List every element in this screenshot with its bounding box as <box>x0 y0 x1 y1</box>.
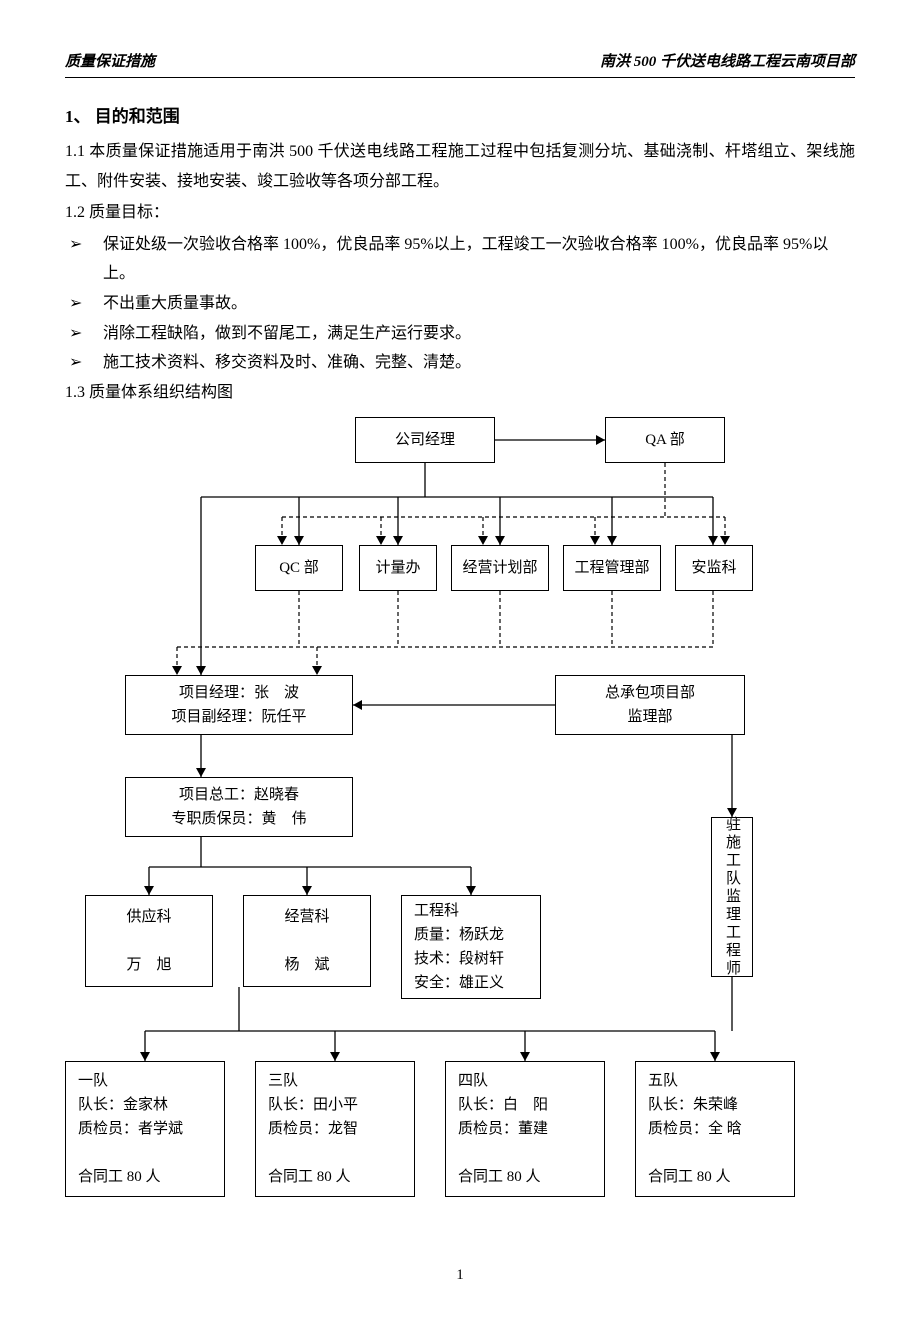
org-node-gck: 工程科质量：杨跃龙技术：段树轩安全：雄正义 <box>401 895 541 999</box>
bullet-text: 消除工程缺陷，做到不留尾工，满足生产运行要求。 <box>103 319 471 349</box>
page-header: 质量保证措施 南洪 500 千伏送电线路工程云南项目部 <box>65 50 855 71</box>
org-node-line <box>78 1141 93 1165</box>
org-node-line <box>299 929 314 953</box>
org-node-t4: 四队队长：白 阳质检员：董建 合同工 80 人 <box>445 1061 605 1197</box>
org-node-line: 队长：金家林 <box>78 1093 168 1117</box>
org-node-line: 专职质保员：黄 伟 <box>171 807 306 831</box>
org-node-jl: 计量办 <box>359 545 437 591</box>
bullet-text: 保证处级一次验收合格率 100%，优良品率 95%以上，工程竣工一次验收合格率 … <box>103 230 855 289</box>
org-node-line: 经营科 <box>284 905 329 929</box>
header-left: 质量保证措施 <box>65 50 155 71</box>
bullet-item: ➢保证处级一次验收合格率 100%，优良品率 95%以上，工程竣工一次验收合格率… <box>65 230 855 289</box>
org-node-line: 质检员：全 晗 <box>648 1117 742 1141</box>
bullet-item: ➢消除工程缺陷，做到不留尾工，满足生产运行要求。 <box>65 319 855 349</box>
org-node-line: 一队 <box>78 1069 108 1093</box>
org-node-line: 项目总工：赵晓春 <box>179 783 299 807</box>
bullet-marker-icon: ➢ <box>69 289 103 319</box>
org-node-line: 五队 <box>648 1069 678 1093</box>
para-1-3-label: 1.3 质量体系组织结构图 <box>65 378 855 408</box>
org-node-pm: 项目经理：张 波项目副经理：阮任平 <box>125 675 353 735</box>
org-node-line: 质检员：龙智 <box>268 1117 358 1141</box>
org-node-t3: 三队队长：田小平质检员：龙智 合同工 80 人 <box>255 1061 415 1197</box>
org-node-line: 总承包项目部 <box>605 681 695 705</box>
org-node-jyk: 经营科 杨 斌 <box>243 895 371 987</box>
document-page: 质量保证措施 南洪 500 千伏送电线路工程云南项目部 1、 目的和范围 1.1… <box>0 0 920 1324</box>
bullet-text: 不出重大质量事故。 <box>103 289 247 319</box>
bullet-item: ➢不出重大质量事故。 <box>65 289 855 319</box>
org-node-line: 四队 <box>458 1069 488 1093</box>
org-chart: 公司经理 QA 部 QC 部 计量办 经营计划部 工程管理部 安监科项目经理：张 波项目副经… <box>65 417 855 1237</box>
org-node-zg: 项目总工：赵晓春专职质保员：黄 伟 <box>125 777 353 837</box>
org-node-line: 合同工 80 人 <box>78 1165 161 1189</box>
org-node-line: 工程科 <box>414 899 459 923</box>
org-node-qa: QA 部 <box>605 417 725 463</box>
org-node-line <box>648 1141 663 1165</box>
org-node-line: 三队 <box>268 1069 298 1093</box>
org-node-line: 合同工 80 人 <box>458 1165 541 1189</box>
org-node-line: 计量办 <box>375 556 420 580</box>
org-node-t5: 五队队长：朱荣峰质检员：全 晗 合同工 80 人 <box>635 1061 795 1197</box>
org-node-gyk: 供应科 万 旭 <box>85 895 213 987</box>
org-node-aj: 安监科 <box>675 545 753 591</box>
header-right: 南洪 500 千伏送电线路工程云南项目部 <box>600 50 855 71</box>
org-node-line: 监理部 <box>627 705 672 729</box>
org-node-line: 队长：朱荣峰 <box>648 1093 738 1117</box>
para-1-2-label: 1.2 质量目标： <box>65 198 855 228</box>
org-node-line: QC 部 <box>279 556 319 580</box>
org-node-line: 合同工 80 人 <box>268 1165 351 1189</box>
org-node-line <box>458 1141 473 1165</box>
org-node-line <box>268 1141 283 1165</box>
org-node-line <box>141 929 156 953</box>
bullet-text: 施工技术资料、移交资料及时、准确、完整、清楚。 <box>103 348 471 378</box>
org-node-line: 工程管理部 <box>574 556 649 580</box>
org-node-zcb: 总承包项目部监理部 <box>555 675 745 735</box>
org-node-line: 项目副经理：阮任平 <box>171 705 306 729</box>
org-node-gm: 公司经理 <box>355 417 495 463</box>
header-rule <box>65 77 855 78</box>
bullet-item: ➢施工技术资料、移交资料及时、准确、完整、清楚。 <box>65 348 855 378</box>
org-node-line: 驻施工队监理工程师 <box>720 816 744 978</box>
org-node-jy: 经营计划部 <box>451 545 549 591</box>
org-node-line: 安全：雄正义 <box>414 971 504 995</box>
org-node-line: 供应科 <box>126 905 171 929</box>
org-node-line: 安监科 <box>691 556 736 580</box>
bullet-marker-icon: ➢ <box>69 348 103 378</box>
org-node-line: 万 旭 <box>126 953 171 977</box>
org-node-line: 公司经理 <box>395 428 455 452</box>
org-node-line: 质检员：者学斌 <box>78 1117 183 1141</box>
org-node-line: 合同工 80 人 <box>648 1165 731 1189</box>
org-node-t1: 一队队长：金家林质检员：者学斌 合同工 80 人 <box>65 1061 225 1197</box>
page-number: 1 <box>65 1267 855 1284</box>
org-node-line: 杨 斌 <box>284 953 329 977</box>
para-1-1: 1.1 本质量保证措施适用于南洪 500 千伏送电线路工程施工过程中包括复测分坑… <box>65 137 855 196</box>
bullet-marker-icon: ➢ <box>69 319 103 349</box>
org-node-line: 经营计划部 <box>462 556 537 580</box>
org-node-line: 队长：田小平 <box>268 1093 358 1117</box>
bullet-list: ➢保证处级一次验收合格率 100%，优良品率 95%以上，工程竣工一次验收合格率… <box>65 230 855 378</box>
bullet-marker-icon: ➢ <box>69 230 103 289</box>
org-node-zsg: 驻施工队监理工程师 <box>711 817 753 977</box>
section-title: 1、 目的和范围 <box>65 102 855 127</box>
org-node-line: 项目经理：张 波 <box>179 681 299 705</box>
org-node-qc: QC 部 <box>255 545 343 591</box>
org-node-line: 队长：白 阳 <box>458 1093 548 1117</box>
org-node-line: 技术：段树轩 <box>414 947 504 971</box>
org-node-line: 质检员：董建 <box>458 1117 548 1141</box>
org-node-line: 质量：杨跃龙 <box>414 923 504 947</box>
org-node-line: QA 部 <box>645 428 685 452</box>
org-node-gc: 工程管理部 <box>563 545 661 591</box>
